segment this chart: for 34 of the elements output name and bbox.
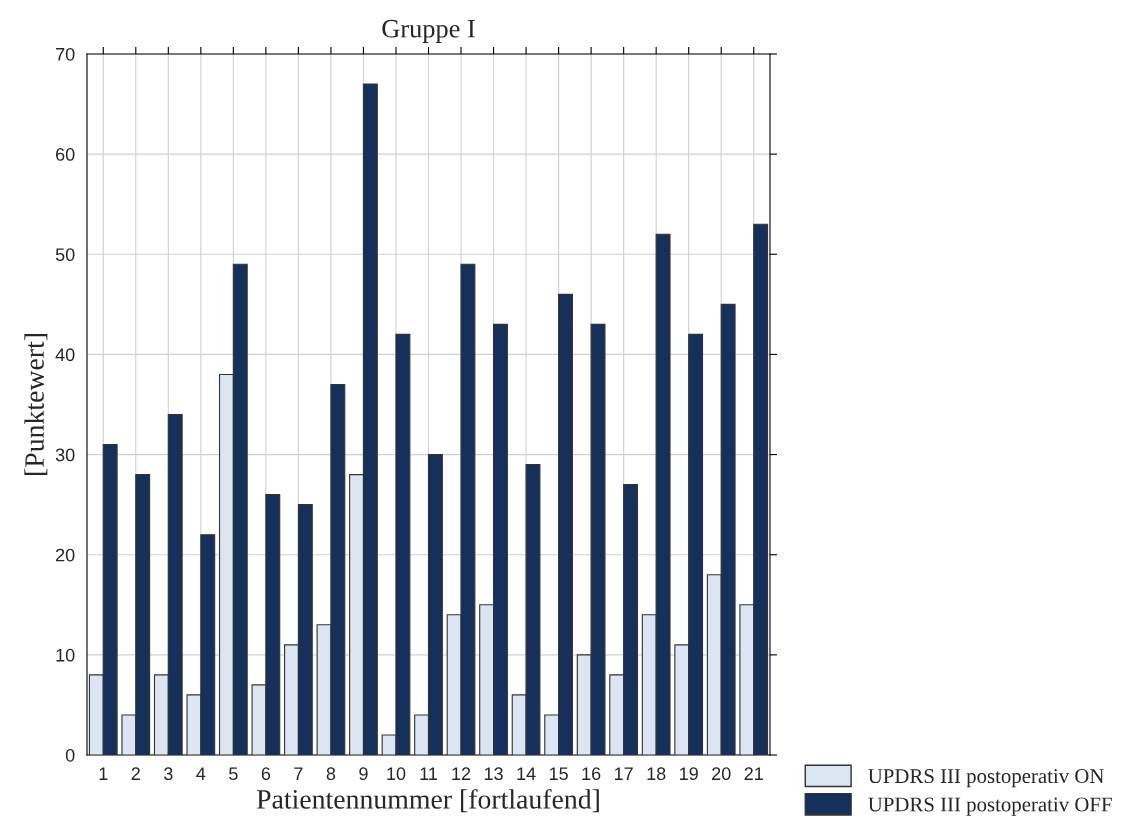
y-tick-label: 0 bbox=[65, 748, 75, 762]
x-tick-label: 2 bbox=[131, 767, 140, 780]
x-tick-label: 6 bbox=[261, 767, 271, 781]
x-tick-label: 21 bbox=[744, 767, 763, 780]
x-tick-label: 11 bbox=[420, 767, 437, 780]
y-axis-title: [Punktewert] bbox=[24, 334, 48, 475]
x-tick-label: 15 bbox=[549, 767, 568, 781]
x-tick-label: 10 bbox=[387, 767, 406, 781]
x-tick-label: 3 bbox=[163, 767, 173, 781]
y-tick-label: 20 bbox=[56, 548, 75, 562]
y-tick-label: 60 bbox=[56, 148, 75, 161]
x-tick-label: 4 bbox=[196, 767, 206, 780]
x-tick-label: 16 bbox=[582, 767, 601, 781]
x-tick-label: 17 bbox=[614, 767, 633, 780]
x-tick-label: 1 bbox=[99, 767, 108, 780]
x-tick-label: 12 bbox=[452, 767, 471, 780]
y-tick-label: 30 bbox=[55, 448, 75, 462]
chart-title: Gruppe I bbox=[382, 19, 475, 43]
legend-label: UPDRS III postoperativ OFF bbox=[868, 797, 1112, 816]
x-tick-label: 7 bbox=[294, 767, 303, 780]
x-tick-label: 19 bbox=[680, 767, 698, 781]
x-tick-label: 13 bbox=[484, 767, 503, 781]
x-tick-label: 18 bbox=[647, 767, 666, 781]
x-tick-label: 8 bbox=[326, 767, 336, 781]
x-axis-title: Patientennummer [fortlaufend] bbox=[256, 788, 599, 813]
x-tick-label: 14 bbox=[517, 767, 536, 780]
y-tick-label: 50 bbox=[55, 248, 75, 262]
x-tick-label: 5 bbox=[229, 767, 238, 781]
y-tick-label: 70 bbox=[56, 47, 75, 61]
y-tick-label: 40 bbox=[55, 348, 75, 362]
legend-label: UPDRS III postoperativ ON bbox=[868, 769, 1104, 788]
y-tick-label: 10 bbox=[56, 648, 75, 662]
x-tick-label: 9 bbox=[359, 767, 368, 781]
x-tick-label: 20 bbox=[712, 767, 731, 781]
